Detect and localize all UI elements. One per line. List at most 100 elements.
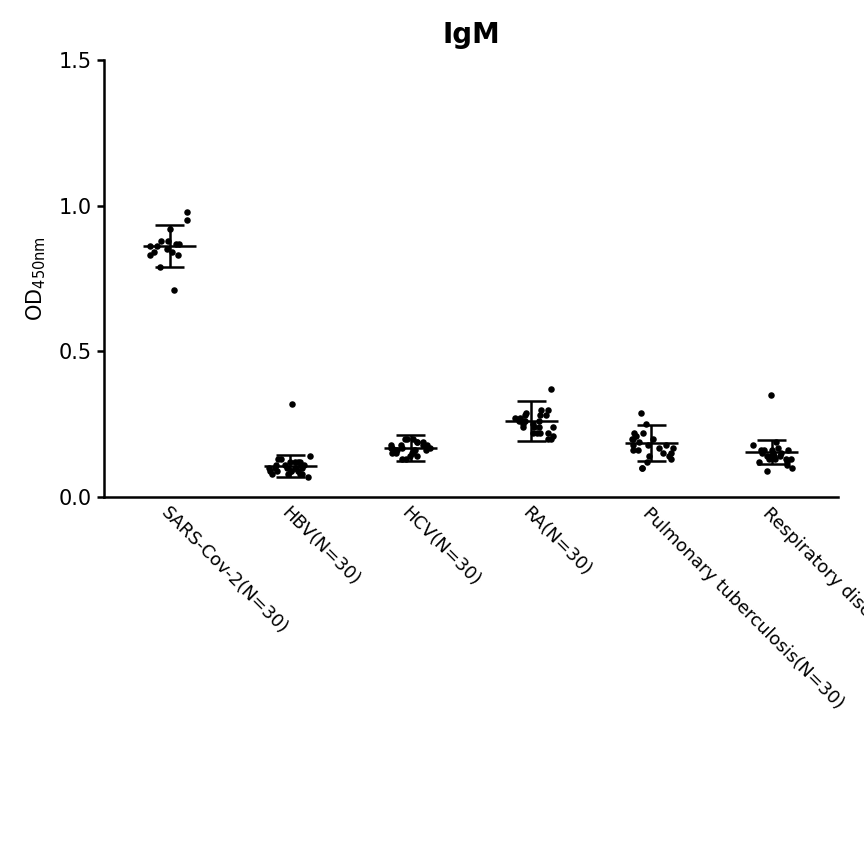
Point xyxy=(533,409,547,423)
Point xyxy=(513,411,527,425)
Point xyxy=(384,438,397,452)
Point xyxy=(754,444,768,458)
Point xyxy=(516,415,530,428)
Point xyxy=(546,420,560,434)
Point xyxy=(143,249,157,262)
Point xyxy=(154,260,168,273)
Point xyxy=(626,444,639,458)
Point xyxy=(154,234,168,248)
Point xyxy=(391,444,404,458)
Title: IgM: IgM xyxy=(442,21,499,50)
Point xyxy=(295,467,309,481)
Point xyxy=(780,455,794,469)
Point xyxy=(518,415,532,428)
Point xyxy=(268,461,282,475)
Point xyxy=(150,240,164,254)
Point xyxy=(664,452,678,466)
Point xyxy=(640,455,654,469)
Point xyxy=(658,438,672,452)
Point xyxy=(636,426,650,440)
Point xyxy=(263,464,276,477)
Point xyxy=(766,444,779,458)
Point xyxy=(291,455,305,469)
Point xyxy=(657,446,670,460)
Point xyxy=(410,434,424,448)
Point xyxy=(632,444,645,458)
Point xyxy=(163,222,177,236)
Point xyxy=(283,455,297,469)
Point xyxy=(285,397,299,411)
Point xyxy=(395,452,409,466)
Point xyxy=(641,438,655,452)
Point xyxy=(143,240,156,254)
Point xyxy=(405,446,419,460)
Point xyxy=(544,382,558,396)
Point xyxy=(767,449,781,463)
Point xyxy=(533,426,547,440)
Point xyxy=(765,449,778,463)
Point xyxy=(508,411,522,425)
Point xyxy=(516,417,530,431)
Point xyxy=(170,249,184,262)
Point xyxy=(626,438,640,452)
Point xyxy=(542,426,556,440)
Point xyxy=(281,467,295,481)
Point xyxy=(270,464,284,477)
Point xyxy=(781,444,795,458)
Point xyxy=(275,452,289,466)
Point xyxy=(770,434,784,448)
Point xyxy=(262,461,276,475)
Point xyxy=(394,438,408,452)
Point xyxy=(291,464,305,477)
Point xyxy=(512,415,526,428)
Point xyxy=(284,464,298,477)
Point xyxy=(180,213,194,227)
Point xyxy=(634,405,648,419)
Point xyxy=(519,405,533,419)
Point xyxy=(297,458,311,472)
Point xyxy=(764,388,778,402)
Point xyxy=(544,432,558,446)
Point xyxy=(760,449,774,463)
Point xyxy=(403,449,417,463)
Point xyxy=(181,205,194,219)
Point xyxy=(664,446,677,460)
Point xyxy=(420,438,434,452)
Point xyxy=(293,455,307,469)
Point xyxy=(295,461,308,475)
Point xyxy=(541,403,555,417)
Point xyxy=(518,409,532,423)
Point xyxy=(771,440,785,454)
Point xyxy=(389,446,403,460)
Point xyxy=(147,245,161,259)
Point xyxy=(265,467,279,481)
Point xyxy=(294,458,308,472)
Point xyxy=(161,234,175,248)
Point xyxy=(172,237,186,250)
Point xyxy=(773,449,787,463)
Point xyxy=(546,429,560,443)
Point xyxy=(539,409,553,423)
Point xyxy=(767,452,781,466)
Point xyxy=(278,458,292,472)
Point xyxy=(635,461,649,475)
Point xyxy=(384,446,398,460)
Point xyxy=(635,461,649,475)
Point xyxy=(632,434,645,448)
Point xyxy=(167,284,181,297)
Point xyxy=(757,444,771,458)
Point xyxy=(400,432,414,446)
Point xyxy=(416,438,430,452)
Point xyxy=(289,461,302,475)
Point xyxy=(780,458,794,472)
Point xyxy=(169,237,183,250)
Point xyxy=(779,452,793,466)
Point xyxy=(663,449,677,463)
Point xyxy=(281,461,295,475)
Point xyxy=(420,444,434,458)
Point xyxy=(161,243,175,256)
Point xyxy=(625,432,638,446)
Point xyxy=(165,245,179,259)
Point xyxy=(532,420,546,434)
Point xyxy=(760,464,774,477)
